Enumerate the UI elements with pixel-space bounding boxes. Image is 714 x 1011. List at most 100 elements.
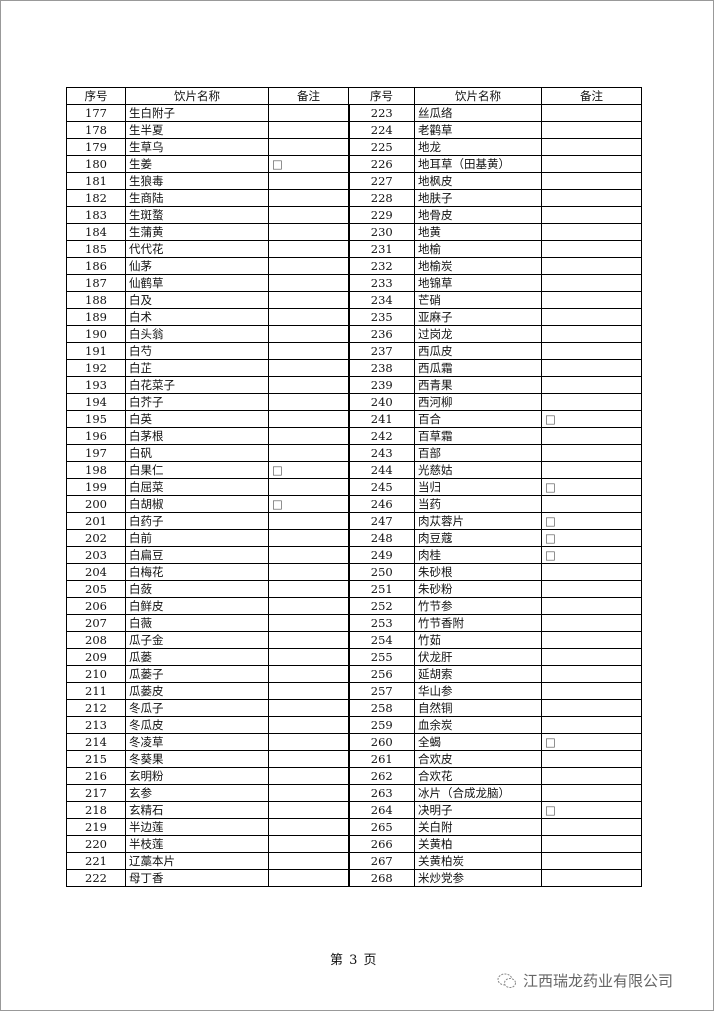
herb-name: 自然铜	[414, 699, 542, 717]
item-number: 248	[347, 529, 415, 547]
herb-name: 瓜蒌子	[125, 665, 269, 683]
item-note	[541, 104, 642, 122]
herb-name: 白蔹	[125, 580, 269, 598]
item-note: □	[268, 461, 349, 479]
table-row: 206 白鲜皮 252 竹节参	[66, 597, 642, 615]
herb-name: 白鲜皮	[125, 597, 269, 615]
item-number: 178	[66, 121, 126, 139]
item-note	[541, 308, 642, 326]
item-number: 267	[347, 852, 415, 870]
table-row: 208 瓜子金 254 竹茹	[66, 631, 642, 649]
herb-name: 母丁香	[125, 869, 269, 887]
item-number: 219	[66, 818, 126, 836]
herb-name: 白英	[125, 410, 269, 428]
item-note	[268, 801, 349, 819]
item-note: □	[541, 529, 642, 547]
herb-name: 白梅花	[125, 563, 269, 581]
item-number: 193	[66, 376, 126, 394]
item-note	[541, 597, 642, 615]
herb-name: 竹节香附	[414, 614, 542, 632]
item-note	[541, 818, 642, 836]
herb-name: 白药子	[125, 512, 269, 530]
watermark-text: 江西瑞龙药业有限公司	[523, 972, 674, 990]
item-number: 236	[347, 325, 415, 343]
table-row: 195 白英 241 百合 □	[66, 410, 642, 428]
item-number: 202	[66, 529, 126, 547]
item-note	[268, 325, 349, 343]
item-note	[541, 274, 642, 292]
item-number: 242	[347, 427, 415, 445]
item-number: 251	[347, 580, 415, 598]
herb-name: 冬葵果	[125, 750, 269, 768]
herb-name: 地骨皮	[414, 206, 542, 224]
item-number: 192	[66, 359, 126, 377]
item-number: 208	[66, 631, 126, 649]
herb-name: 肉桂	[414, 546, 542, 564]
table-row: 197 白矾 243 百部	[66, 444, 642, 462]
item-note	[268, 784, 349, 802]
herb-name: 白术	[125, 308, 269, 326]
item-note: □	[541, 546, 642, 564]
herb-name: 地黄	[414, 223, 542, 241]
item-note	[541, 784, 642, 802]
herb-name: 半枝莲	[125, 835, 269, 853]
table-row: 220 半枝莲 266 关黄柏	[66, 835, 642, 853]
herb-name: 白屈菜	[125, 478, 269, 496]
item-number: 226	[347, 155, 415, 173]
item-note	[541, 665, 642, 683]
herb-name: 白芍	[125, 342, 269, 360]
item-note	[541, 206, 642, 224]
herb-name: 当药	[414, 495, 542, 513]
herb-name: 当归	[414, 478, 542, 496]
item-number: 186	[66, 257, 126, 275]
item-note	[268, 614, 349, 632]
item-number: 217	[66, 784, 126, 802]
herb-name: 西河柳	[414, 393, 542, 411]
herb-name: 过岗龙	[414, 325, 542, 343]
herb-name: 代代花	[125, 240, 269, 258]
herb-name: 白薇	[125, 614, 269, 632]
item-note	[268, 665, 349, 683]
herb-name: 华山参	[414, 682, 542, 700]
item-note	[268, 138, 349, 156]
item-number: 240	[347, 393, 415, 411]
herb-name: 米炒党参	[414, 869, 542, 887]
item-number: 203	[66, 546, 126, 564]
herb-name: 白果仁	[125, 461, 269, 479]
item-note	[541, 155, 642, 173]
table-row: 213 冬瓜皮 259 血余炭	[66, 716, 642, 734]
table-row: 184 生蒲黄 230 地黄	[66, 223, 642, 241]
item-number: 191	[66, 342, 126, 360]
table-row: 190 白头翁 236 过岗龙	[66, 325, 642, 343]
item-note	[541, 631, 642, 649]
item-number: 227	[347, 172, 415, 190]
item-note	[541, 393, 642, 411]
item-note	[268, 580, 349, 598]
item-number: 228	[347, 189, 415, 207]
table-row: 211 瓜蒌皮 257 华山参	[66, 682, 642, 700]
table-row: 196 白茅根 242 百草霜	[66, 427, 642, 445]
herb-name: 玄参	[125, 784, 269, 802]
header-note: 备注	[541, 87, 642, 105]
item-note	[268, 240, 349, 258]
herb-name: 关黄柏炭	[414, 852, 542, 870]
item-number: 220	[66, 835, 126, 853]
item-note	[541, 835, 642, 853]
herb-name: 白花菜子	[125, 376, 269, 394]
item-note	[268, 716, 349, 734]
table-row: 192 白芷 238 西瓜霜	[66, 359, 642, 377]
table-row: 222 母丁香 268 米炒党参	[66, 869, 642, 887]
item-number: 253	[347, 614, 415, 632]
herb-name: 关黄柏	[414, 835, 542, 853]
item-number: 245	[347, 478, 415, 496]
item-note	[268, 257, 349, 275]
item-number: 247	[347, 512, 415, 530]
herb-name: 合欢花	[414, 767, 542, 785]
table-row: 214 冬凌草 260 全蝎 □	[66, 733, 642, 751]
item-note: □	[541, 478, 642, 496]
item-number: 231	[347, 240, 415, 258]
page-number: 第 3 页	[330, 953, 378, 968]
item-note	[541, 699, 642, 717]
item-note	[541, 240, 642, 258]
herb-name: 冬凌草	[125, 733, 269, 751]
